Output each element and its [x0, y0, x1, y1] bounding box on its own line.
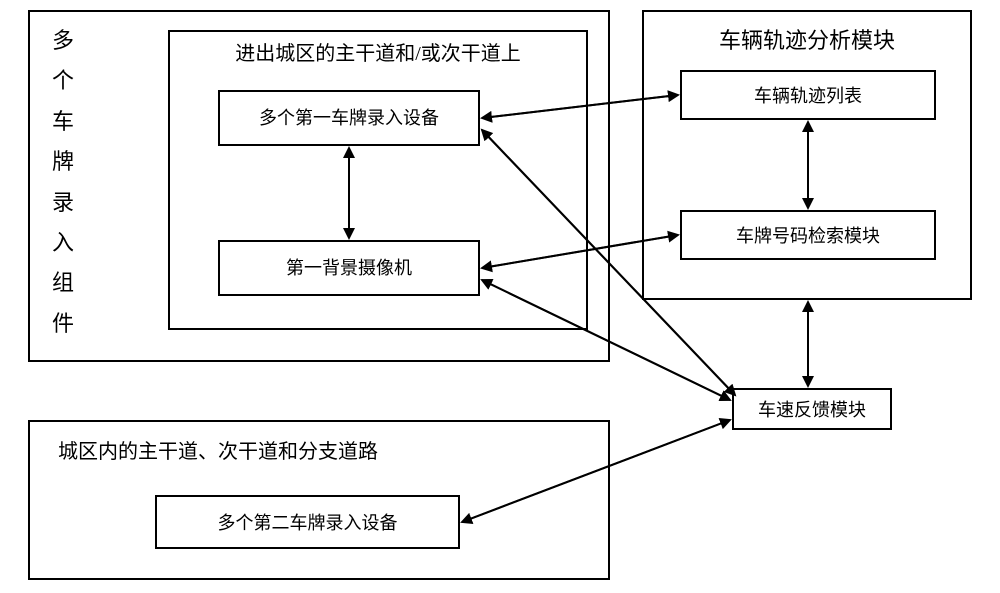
left-group-title: 多个车牌录入组件: [48, 28, 78, 351]
first-bg-camera-label: 第一背景摄像机: [218, 258, 480, 280]
plate-search-label: 车牌号码检索模块: [680, 226, 936, 248]
track-list-label: 车辆轨迹列表: [680, 86, 936, 108]
first-plate-device-label: 多个第一车牌录入设备: [218, 108, 480, 130]
speed-feedback-label: 车速反馈模块: [732, 400, 892, 422]
second-plate-device-label: 多个第二车牌录入设备: [155, 513, 460, 535]
inner-group-title: 进出城区的主干道和/或次干道上: [178, 42, 578, 66]
diagram-canvas: 多个车牌录入组件 进出城区的主干道和/或次干道上 多个第一车牌录入设备 第一背景…: [0, 0, 1000, 593]
bottom-group-title: 城区内的主干道、次干道和分支道路: [58, 440, 578, 464]
right-module-title: 车辆轨迹分析模块: [642, 28, 972, 54]
